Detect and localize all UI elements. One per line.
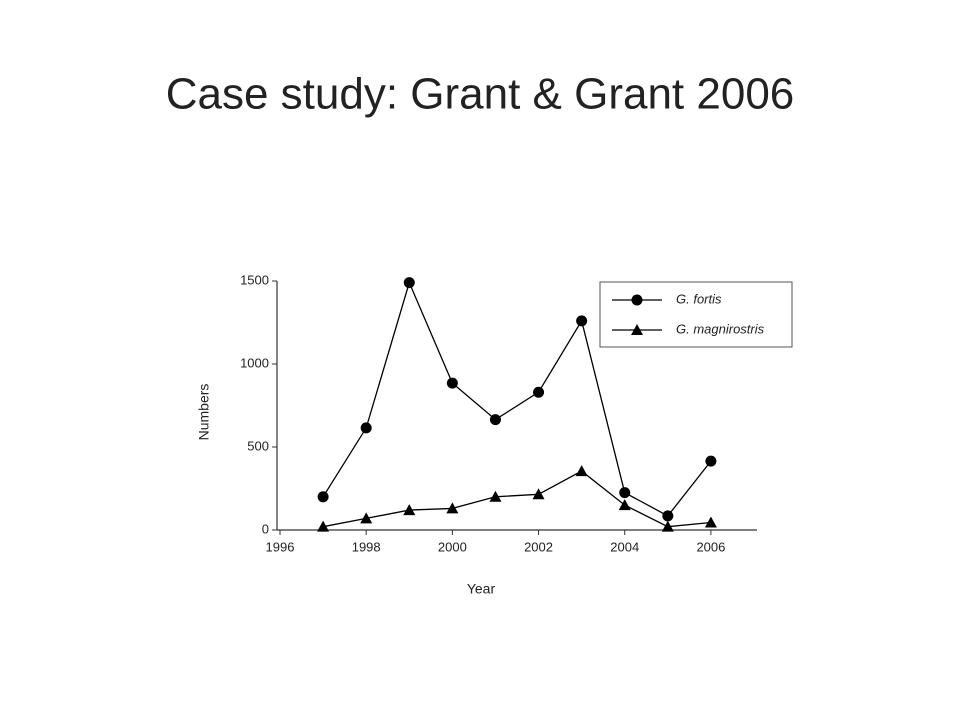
- data-point: [317, 491, 329, 503]
- legend-box: [599, 281, 793, 348]
- data-point: [489, 490, 502, 502]
- y-axis-label: Numbers: [196, 384, 212, 441]
- x-tick-label: 1996: [266, 539, 295, 554]
- data-point: [446, 502, 459, 514]
- x-tick-label: 2002: [524, 539, 553, 554]
- legend-marker: [631, 294, 643, 306]
- legend-label: G. magnirostris: [676, 321, 765, 336]
- y-tick-label: 0: [262, 521, 269, 536]
- data-point: [360, 512, 373, 524]
- data-point: [619, 487, 631, 499]
- slide-title: Case study: Grant & Grant 2006: [166, 70, 795, 119]
- data-point: [403, 277, 415, 289]
- legend-label: G. fortis: [676, 291, 722, 306]
- x-tick-label: 2004: [610, 539, 639, 554]
- data-point: [489, 414, 501, 426]
- legend-marker: [631, 324, 643, 335]
- x-tick-label: 1998: [352, 539, 381, 554]
- x-tick-label: 2006: [696, 539, 725, 554]
- data-point: [704, 516, 717, 528]
- data-point: [446, 377, 458, 389]
- data-point: [533, 386, 545, 398]
- series-line: [322, 280, 712, 517]
- y-tick-label: 1000: [240, 355, 269, 370]
- data-point: [317, 520, 330, 532]
- data-point: [661, 520, 674, 532]
- data-point: [360, 422, 372, 434]
- series-line: [322, 470, 711, 528]
- data-point: [532, 488, 545, 500]
- data-point: [618, 499, 631, 511]
- data-point: [575, 465, 588, 477]
- y-tick-label: 1500: [240, 272, 269, 287]
- data-point: [576, 315, 588, 327]
- y-tick-label: 500: [247, 438, 269, 453]
- data-point: [705, 455, 717, 467]
- data-point: [662, 510, 674, 522]
- x-axis-label: Year: [467, 581, 496, 597]
- x-tick-label: 2000: [438, 539, 467, 554]
- data-point: [403, 504, 416, 516]
